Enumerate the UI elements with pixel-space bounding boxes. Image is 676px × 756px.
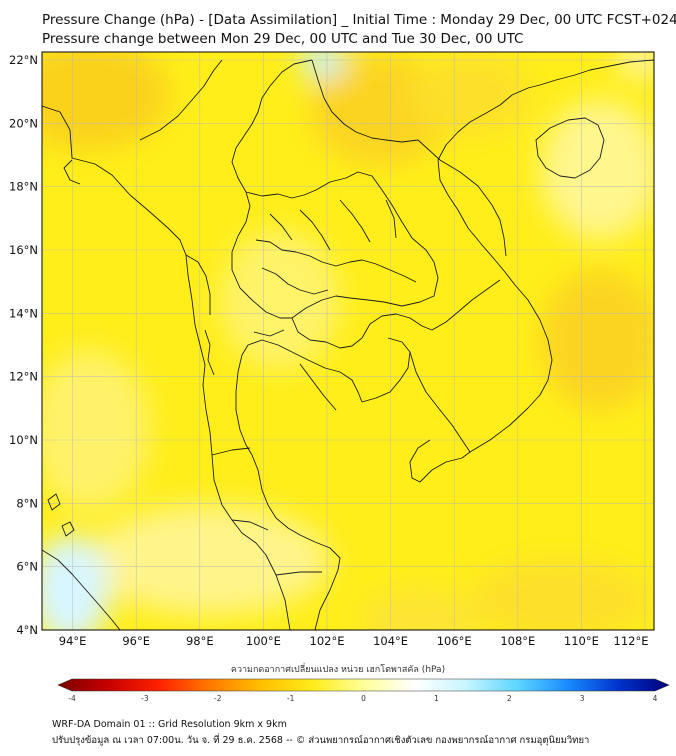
- lat-tick-label: 16°N: [9, 243, 38, 257]
- colorbar-tick-label: 3: [580, 694, 585, 703]
- lat-tick-label: 20°N: [9, 116, 38, 130]
- lat-tick-label: 14°N: [9, 306, 38, 320]
- footer-domain-info: WRF-DA Domain 01 :: Grid Resolution 9km …: [52, 719, 287, 730]
- map-subtitle: Pressure change between Mon 29 Dec, 00 U…: [42, 31, 524, 47]
- footer-update-info: ปรับปรุงข้อมูล ณ เวลา 07:00น. วัน จ. ที่…: [52, 735, 590, 746]
- coastlines-and-borders: [42, 59, 654, 630]
- lon-tick-label: 98°E: [186, 634, 214, 648]
- colorbar-tick-label: -1: [287, 694, 295, 703]
- lat-tick-label: 18°N: [9, 180, 38, 194]
- lon-tick-label: 110°E: [564, 634, 599, 648]
- lon-tick-label: 108°E: [500, 634, 535, 648]
- colorbar-tick-label: -4: [68, 694, 76, 703]
- lat-tick-label: 4°N: [16, 623, 38, 637]
- colorbar-bar: [57, 678, 670, 692]
- pressure-change-map: 22°N 20°N 18°N 16°N 14°N 12°N 10°N 8°N 6…: [9, 51, 655, 648]
- colorbar: -4 -3 -2 -1 0 1 2 3 4: [57, 678, 670, 703]
- colorbar-label: ความกดอากาศเปลี่ยนแปลง หน่วย เฮกโตพาสคัล…: [230, 665, 446, 675]
- lon-tick-label: 104°E: [373, 634, 408, 648]
- lat-tick-label: 12°N: [9, 370, 38, 384]
- pressure-field: [42, 52, 654, 630]
- lat-tick-label: 8°N: [16, 496, 38, 510]
- graticule: [42, 52, 654, 630]
- map-title: Pressure Change (hPa) - [Data Assimilati…: [42, 12, 676, 28]
- colorbar-ticks: -4 -3 -2 -1 0 1 2 3 4: [68, 694, 657, 703]
- lon-tick-label: 100°E: [246, 634, 281, 648]
- lon-tick-label: 102°E: [310, 634, 345, 648]
- lat-tick-label: 6°N: [16, 560, 38, 574]
- lon-tick-label: 112°E: [614, 634, 649, 648]
- colorbar-tick-label: 2: [507, 694, 512, 703]
- colorbar-tick-label: -2: [214, 694, 222, 703]
- colorbar-tick-label: 1: [434, 694, 439, 703]
- colorbar-tick-label: 4: [653, 694, 658, 703]
- lat-axis: 22°N 20°N 18°N 16°N 14°N 12°N 10°N 8°N 6…: [9, 53, 38, 637]
- map-frame: [41, 51, 655, 631]
- lon-tick-label: 106°E: [437, 634, 472, 648]
- lon-axis: 94°E 96°E 98°E 100°E 102°E 104°E 106°E 1…: [59, 634, 649, 648]
- colorbar-tick-label: -3: [141, 694, 149, 703]
- colorbar-tick-label: 0: [361, 694, 366, 703]
- lon-tick-label: 94°E: [59, 634, 87, 648]
- lat-tick-label: 10°N: [9, 433, 38, 447]
- lon-tick-label: 96°E: [122, 634, 150, 648]
- lat-tick-label: 22°N: [9, 53, 38, 67]
